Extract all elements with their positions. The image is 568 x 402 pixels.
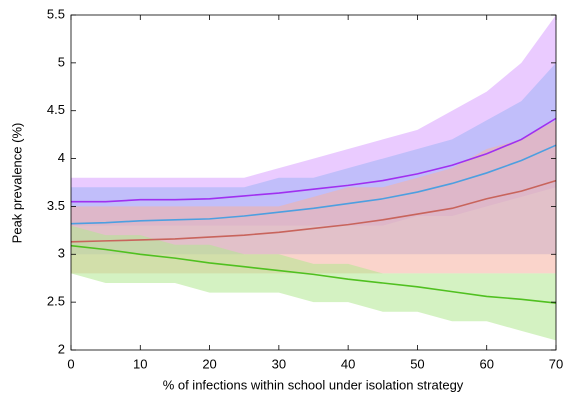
y-axis-label: Peak prevalence (%) bbox=[9, 123, 24, 244]
y-tick-label: 2.5 bbox=[47, 294, 65, 309]
x-tick-label: 70 bbox=[549, 356, 563, 371]
x-tick-label: 30 bbox=[272, 356, 286, 371]
band bbox=[71, 120, 556, 274]
x-tick-label: 0 bbox=[67, 356, 74, 371]
y-tick-label: 3 bbox=[58, 246, 65, 261]
y-tick-label: 4.5 bbox=[47, 102, 65, 117]
line bbox=[71, 117, 557, 203]
line bbox=[70, 179, 557, 243]
line bbox=[70, 144, 557, 225]
y-tick-label: 4 bbox=[58, 150, 65, 165]
y-tick-label: 5.5 bbox=[47, 6, 65, 21]
plot-frame bbox=[70, 14, 557, 351]
x-tick-label: 50 bbox=[410, 356, 424, 371]
x-tick-label: 40 bbox=[341, 356, 355, 371]
y-tick-label: 5 bbox=[58, 54, 65, 69]
band bbox=[71, 225, 556, 341]
y-tick-label: 2 bbox=[58, 341, 65, 356]
x-axis-label: % of infections within school under isol… bbox=[163, 377, 464, 392]
x-tick-label: 60 bbox=[479, 356, 493, 371]
x-tick-label: 10 bbox=[133, 356, 147, 371]
y-tick-label: 3.5 bbox=[47, 198, 65, 213]
x-tick-label: 20 bbox=[202, 356, 216, 371]
line bbox=[70, 244, 557, 304]
